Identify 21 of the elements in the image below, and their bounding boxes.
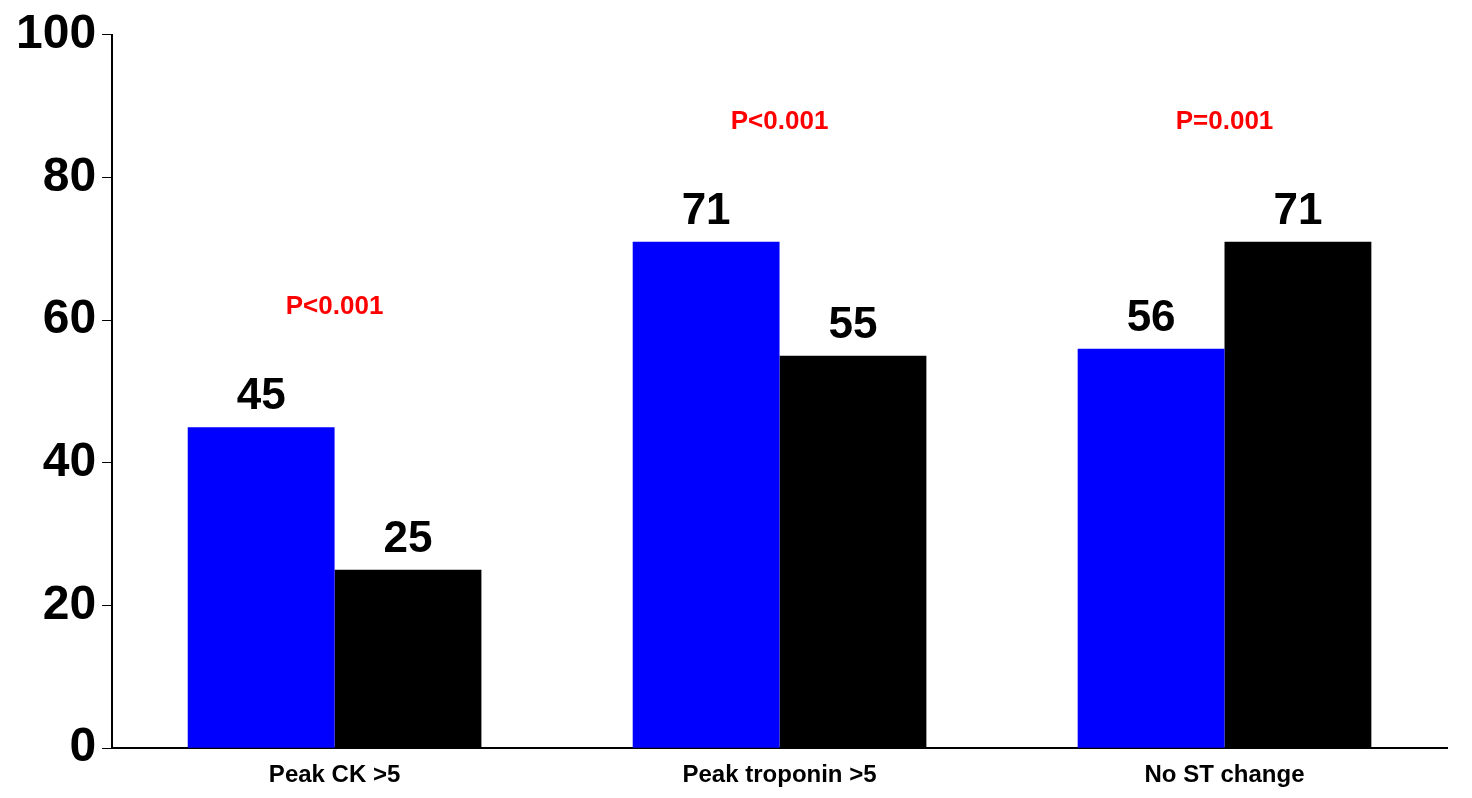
y-tick-label: 100 (15, 5, 97, 59)
y-tick-label: 60 (42, 290, 97, 344)
data-label: 56 (1126, 290, 1176, 340)
x-tick-label: Peak CK >5 (268, 760, 401, 788)
bar (187, 427, 335, 748)
x-tick-label: No ST change (1144, 760, 1305, 788)
y-tick-label: 40 (42, 433, 97, 487)
annotation: P<0.001 (285, 290, 384, 321)
y-tick-label: 20 (42, 575, 97, 629)
data-label: 71 (681, 183, 731, 233)
x-tick-label: Peak troponin >5 (682, 760, 877, 788)
data-label: 55 (828, 297, 878, 347)
annotation: P<0.001 (730, 104, 829, 135)
y-tick-label: 0 (69, 718, 97, 772)
data-label: 71 (1273, 183, 1323, 233)
data-label: 45 (236, 369, 286, 419)
annotation: P=0.001 (1175, 104, 1274, 135)
data-label: 25 (383, 511, 433, 561)
bar (632, 241, 780, 748)
y-tick-label: 80 (42, 147, 97, 201)
bar (1077, 348, 1225, 748)
